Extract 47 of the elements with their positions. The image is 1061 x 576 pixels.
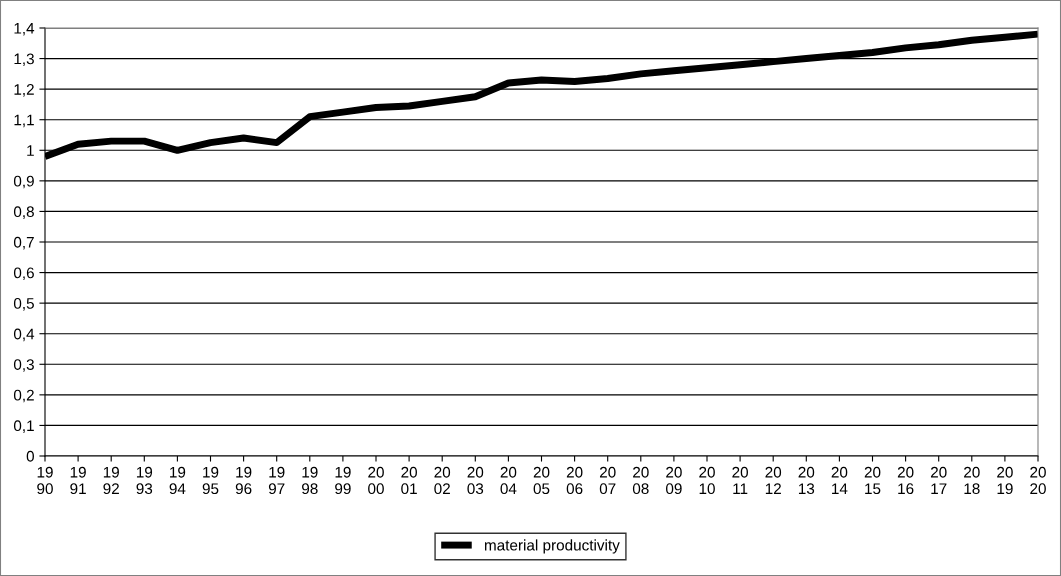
y-tick-label: 1,1	[14, 114, 34, 128]
x-tick-label: 19 95	[202, 466, 219, 495]
y-tick-label: 0,8	[13, 206, 34, 219]
x-tick-label: 19 96	[235, 466, 252, 495]
x-tick-label: 20 07	[599, 466, 616, 495]
x-tick-label: 19 97	[268, 466, 285, 495]
x-tick-label: 20 09	[666, 466, 682, 495]
x-tick-label: 20 01	[401, 466, 417, 495]
x-tick-label: 20 00	[368, 466, 384, 495]
x-tick-label: 20 02	[434, 466, 451, 495]
x-tick-label: 20 15	[864, 466, 881, 495]
x-tick-label: 19 91	[70, 466, 86, 495]
x-tick-label: 20 20	[1030, 466, 1046, 495]
x-tick-label: 19 99	[335, 466, 351, 495]
x-tick-label: 19 94	[169, 466, 186, 495]
x-tick-label: 20 12	[765, 466, 782, 494]
x-tick-label: 20 13	[798, 466, 815, 495]
x-tick-label: 20 14	[831, 466, 848, 494]
x-tick-label: 19 98	[302, 466, 318, 495]
y-tick-label: 0,7	[13, 236, 34, 250]
y-tick-label: 1,3	[14, 53, 34, 67]
x-tick-label: 20 06	[566, 466, 583, 495]
y-tick-label: 1,2	[14, 84, 34, 97]
x-tick-label: 20 08	[632, 466, 649, 495]
y-tick-label: 0,1	[13, 420, 34, 433]
x-tick-label: 20 19	[997, 466, 1013, 495]
y-tick-label: 0,5	[13, 298, 34, 311]
y-tick-label: 0,4	[13, 328, 35, 342]
y-tick-label: 0	[26, 450, 34, 462]
x-tick-label: 20 10	[699, 466, 715, 495]
x-tick-label: 20 16	[897, 466, 914, 495]
x-tick-label: 19 93	[136, 466, 153, 495]
y-tick-label: 1,4	[14, 23, 35, 36]
y-tick-label: 1	[27, 145, 34, 156]
x-tick-label: 20 11	[732, 466, 748, 494]
x-tick-label: 20 04	[500, 466, 517, 495]
y-tick-label: 0,9	[13, 175, 34, 189]
x-tick-label: 20 05	[533, 466, 550, 495]
legend-label: material productivity	[484, 539, 620, 554]
x-tick-label: 20 17	[930, 466, 947, 494]
x-tick-label: 20 03	[467, 466, 484, 495]
y-tick-label: 0,3	[13, 359, 34, 372]
y-tick-label: 0,2	[13, 389, 34, 403]
y-tick-label: 0,6	[13, 267, 34, 281]
x-tick-label: 20 18	[964, 466, 980, 495]
x-tick-label: 19 90	[37, 466, 53, 495]
x-tick-label: 19 92	[103, 466, 119, 495]
